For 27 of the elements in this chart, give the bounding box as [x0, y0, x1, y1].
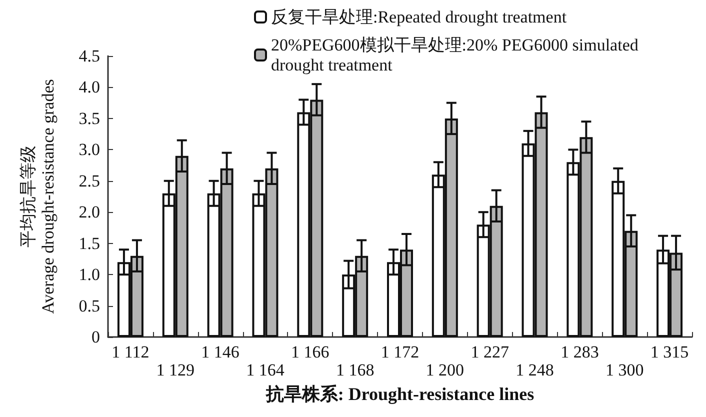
- x-tick-label: 1 227: [470, 342, 510, 362]
- y-tick-label: 0: [92, 328, 100, 346]
- y-tick-label: 4.5: [78, 46, 100, 66]
- x-tick-label: 1 146: [201, 342, 240, 362]
- x-tick-label: 1 300: [605, 360, 644, 380]
- x-tick-label: 1 168: [336, 360, 374, 380]
- legend-label: 20%PEG600模拟干旱处理:20% PEG6000 simulated drought treatment: [271, 36, 643, 74]
- x-tick-label: 1 283: [560, 342, 599, 362]
- y-tick-label: 1.0: [78, 265, 100, 284]
- y-tick-label: 2.0: [78, 202, 100, 222]
- x-tick-label: 1 166: [291, 342, 330, 362]
- x-tick-label: 1 248: [516, 360, 554, 380]
- y-tick-label: 4.0: [78, 78, 100, 97]
- x-tick-label: 1 200: [426, 360, 464, 380]
- x-tick-label: 1 129: [156, 360, 195, 380]
- x-axis-title: 抗旱株系: Drought-resistance lines: [264, 384, 534, 404]
- y-tick-label: 0.5: [78, 296, 100, 316]
- y-axis-title: 平均抗旱等级 Average drought-resistance grades: [18, 79, 58, 314]
- x-tick-label: 1 172: [380, 342, 420, 362]
- legend-label: 反复干旱处理:Repeated drought treatment: [271, 8, 567, 26]
- y-tick-label: 3.0: [78, 140, 100, 160]
- y-tick-label: 2.5: [78, 171, 100, 190]
- x-tick-label: 1 112: [112, 342, 150, 362]
- x-tick-label: 1 315: [650, 342, 689, 362]
- y-tick-label: 1.5: [78, 234, 100, 253]
- x-tick-label: 1 164: [246, 360, 285, 380]
- y-tick-label: 3.5: [78, 108, 100, 128]
